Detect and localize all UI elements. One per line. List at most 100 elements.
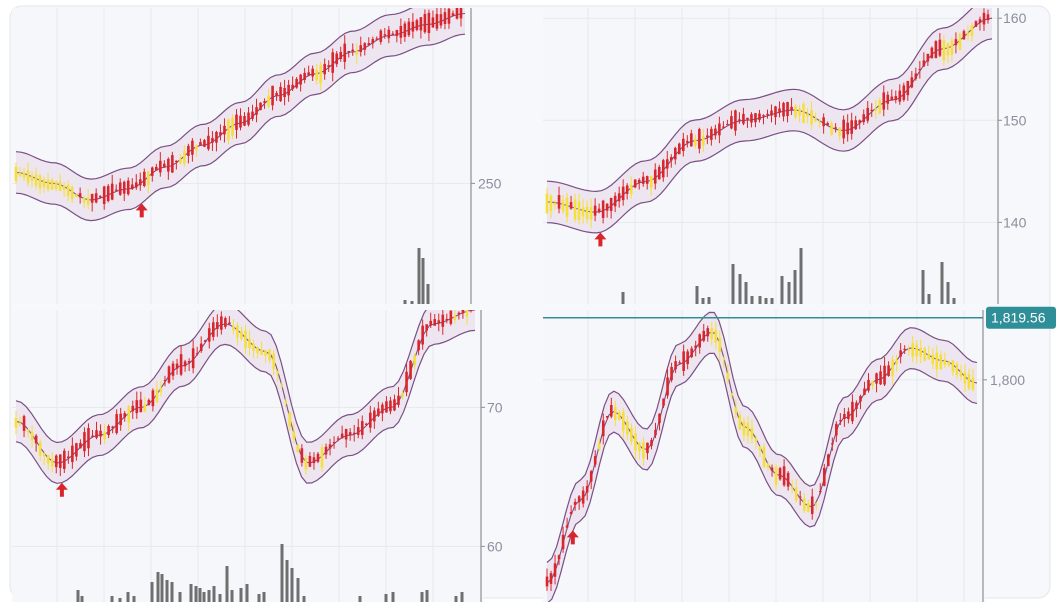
candle	[871, 380, 874, 390]
candle-body	[102, 186, 106, 205]
volume-bar	[160, 574, 164, 602]
volume-bar	[417, 248, 421, 304]
candle	[971, 368, 975, 392]
candle	[211, 317, 215, 341]
candle	[822, 113, 825, 134]
candle	[143, 396, 147, 412]
panel-bottom-left: 60 70	[12, 310, 503, 602]
candle-body	[842, 119, 845, 139]
candle-body	[296, 445, 300, 453]
candle-body	[328, 444, 332, 449]
candle	[118, 178, 122, 196]
candle-body	[348, 432, 352, 436]
y-tick-label: 150	[1003, 112, 1027, 128]
candle-body	[98, 196, 102, 198]
candle-body	[565, 197, 569, 217]
volume-bar	[787, 282, 791, 304]
candle-body	[910, 77, 914, 88]
candle	[74, 193, 78, 198]
y-tick-label: 1,800	[990, 372, 1025, 388]
panel-top-right: 140 150 160	[543, 8, 1027, 304]
candle	[465, 310, 469, 325]
candle-body	[415, 20, 419, 30]
candle	[910, 71, 914, 89]
candle-body	[967, 374, 971, 389]
candle-body	[950, 40, 954, 56]
candle-body	[669, 157, 673, 161]
candle-body	[239, 115, 242, 128]
candle-body	[625, 185, 629, 194]
candle-body	[236, 325, 239, 338]
candle	[243, 112, 246, 127]
candle	[846, 114, 849, 142]
candle	[621, 179, 625, 206]
candle-body	[622, 411, 625, 431]
candle-body	[179, 354, 183, 375]
candle	[191, 138, 194, 162]
candle-body	[577, 496, 581, 502]
candle-body	[288, 412, 292, 427]
candle	[911, 336, 915, 363]
volume-bar	[150, 582, 154, 602]
candle	[609, 197, 613, 219]
candle-body	[459, 8, 463, 19]
candle-body	[970, 24, 974, 37]
candle-body	[30, 432, 34, 441]
candle-body	[284, 401, 288, 404]
volume-bar	[927, 294, 931, 304]
volume-bar	[285, 560, 289, 602]
candle	[159, 380, 163, 397]
candle-body	[855, 402, 858, 409]
candle-body	[304, 457, 308, 470]
candle	[923, 346, 927, 362]
lower-band-line	[547, 352, 978, 602]
candle-body	[553, 203, 557, 206]
candle	[99, 424, 102, 445]
candle	[375, 36, 379, 41]
candle	[573, 193, 577, 223]
candle	[782, 101, 785, 122]
candle	[794, 478, 798, 503]
candle	[311, 65, 314, 81]
candle	[902, 82, 906, 102]
candle-body	[268, 349, 271, 361]
candle	[629, 176, 633, 199]
candle-body	[62, 185, 66, 191]
candle-body	[421, 325, 424, 345]
candle-body	[641, 176, 645, 184]
candle	[622, 408, 625, 439]
candle-body	[42, 452, 46, 457]
candle-body	[754, 113, 757, 123]
candle	[134, 174, 138, 190]
candle	[790, 98, 793, 116]
candle-body	[50, 180, 54, 190]
candle	[609, 397, 613, 419]
candle	[387, 26, 391, 44]
candle-body	[822, 467, 826, 486]
candle	[906, 80, 910, 101]
volume-bar	[707, 297, 711, 304]
volume-bar	[262, 592, 266, 602]
candle	[142, 168, 146, 188]
candle	[842, 115, 845, 144]
candle	[934, 40, 938, 59]
candle-body	[589, 471, 593, 482]
candle	[46, 454, 50, 470]
candle	[569, 505, 573, 515]
candle	[312, 452, 316, 470]
volume-bar	[952, 298, 956, 304]
candle	[698, 127, 701, 154]
candle-body	[379, 30, 383, 43]
volume-bar	[302, 596, 306, 602]
candle-body	[895, 359, 898, 365]
candle-body	[674, 361, 677, 370]
candle	[320, 444, 324, 472]
candle	[183, 359, 187, 372]
candle-body	[778, 108, 781, 113]
candle-body	[915, 344, 919, 357]
candle	[798, 490, 802, 506]
candle	[126, 177, 130, 196]
candle	[216, 314, 219, 337]
band-fill	[16, 310, 475, 484]
candle	[303, 67, 306, 84]
